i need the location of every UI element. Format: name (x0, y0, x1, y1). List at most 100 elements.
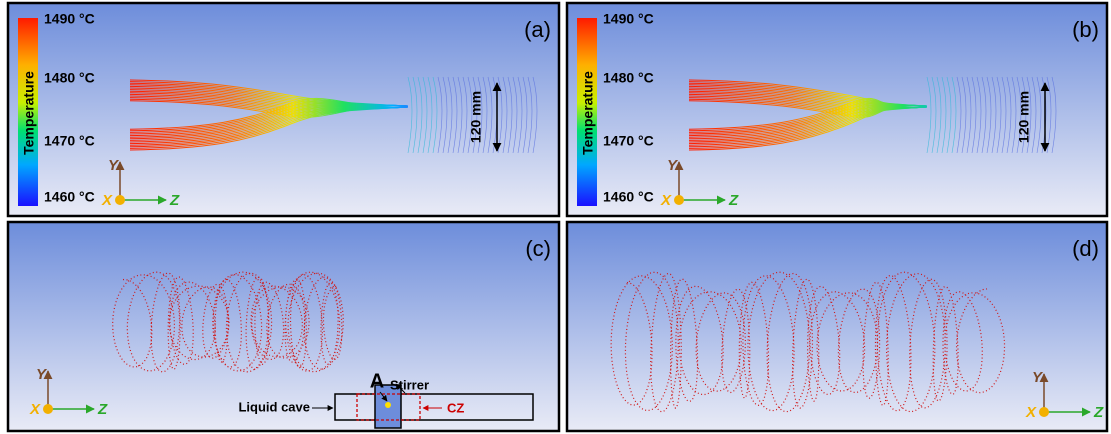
panel: (b) Temperature 1490 °C 1480 °C 1470 °C 1460 … (565, 1, 1109, 218)
contour-line (961, 76, 967, 154)
contour-line (1026, 76, 1032, 154)
pointer-arrow (379, 391, 388, 402)
colorbar-title: Temperature (21, 71, 37, 155)
contour-line (1031, 76, 1037, 154)
x-axis-dot (43, 404, 53, 414)
contour-line (532, 76, 538, 154)
contour-line (996, 76, 1002, 154)
contour-line (986, 76, 992, 154)
contour-line (467, 76, 473, 154)
z-axis-label: Z (169, 192, 180, 209)
point-a-label: A (370, 370, 384, 392)
panel: (c) Y X Z A Stirrer Liquid cave CZ (6, 220, 561, 433)
contour-line (422, 76, 428, 154)
colorbar-tick-label: 1470 °C (603, 133, 654, 149)
colorbar (18, 18, 38, 206)
colorbar-tick-label: 1490 °C (44, 11, 95, 27)
liquid-cave-label: Liquid cave (238, 399, 310, 414)
contour-line (417, 76, 423, 154)
y-axis-label: Y (108, 157, 120, 174)
contour-line (688, 100, 928, 118)
y-axis-label: Y (667, 157, 679, 174)
contour-line (472, 76, 478, 154)
contour-line (931, 76, 937, 154)
contour-line (477, 76, 483, 154)
particle-trajectory (112, 271, 344, 373)
contour-line (991, 76, 997, 154)
x-axis-dot (115, 195, 125, 205)
colorbar-tick-label: 1480 °C (603, 70, 654, 86)
contour-line (512, 76, 518, 154)
contour-line (1016, 76, 1022, 154)
contour-line (1051, 76, 1057, 154)
x-axis-dot (1039, 407, 1049, 417)
colorbar-tick-label: 1470 °C (44, 133, 95, 149)
panel: (d) Y X Z (565, 220, 1109, 433)
contour-line (966, 76, 972, 154)
cz-zone (356, 393, 421, 421)
z-axis-label: Z (1093, 404, 1104, 421)
colorbar-tick-label: 1460 °C (603, 189, 654, 205)
dimension-label: 120 mm (1016, 91, 1032, 143)
colorbar (577, 18, 597, 206)
contour-line (447, 76, 453, 154)
panel-label: (d) (1072, 236, 1099, 261)
contour-line (946, 76, 952, 154)
contour-line (462, 76, 468, 154)
contour-line (951, 76, 957, 154)
y-axis-label: Y (36, 366, 48, 383)
pointer-arrow (395, 383, 406, 394)
contour-line (956, 76, 962, 154)
y-axis-label: Y (1032, 369, 1044, 386)
contour-line (487, 76, 493, 154)
contour-line (437, 76, 443, 154)
contour-line (976, 76, 982, 154)
liquid-cave (334, 393, 534, 421)
contour-line (971, 76, 977, 154)
contour-line (1006, 76, 1012, 154)
panel-label: (a) (524, 17, 551, 42)
colorbar-tick-label: 1490 °C (603, 11, 654, 27)
contour-line (926, 76, 932, 154)
colorbar-tick-label: 1460 °C (44, 189, 95, 205)
contour-line (129, 97, 409, 130)
panel-background (6, 220, 561, 433)
contour-line (936, 76, 942, 154)
x-axis-label: X (101, 192, 113, 209)
particle-trajectory (610, 271, 1006, 413)
contour-line (981, 76, 987, 154)
contour-line (502, 76, 508, 154)
contour-line (129, 100, 409, 118)
contour-line (432, 76, 438, 154)
colorbar-title: Temperature (580, 71, 596, 155)
zone-label: CZ (447, 400, 464, 415)
contour-line (427, 76, 433, 154)
x-axis-label: X (29, 401, 41, 418)
colorbar-tick-label: 1480 °C (44, 70, 95, 86)
contour-line (482, 76, 488, 154)
contour-line (407, 76, 413, 154)
contour-line (457, 76, 463, 154)
dimension-label: 120 mm (468, 91, 484, 143)
contour-line (517, 76, 523, 154)
stirrer-label: Stirrer (390, 377, 429, 392)
contour-line (688, 97, 928, 130)
contour-line (941, 76, 947, 154)
contour-line (527, 76, 533, 154)
x-axis-label: X (660, 192, 672, 209)
contour-line (412, 76, 418, 154)
contour-line (452, 76, 458, 154)
contour-line (522, 76, 528, 154)
contour-line (1021, 76, 1027, 154)
panel-label: (b) (1072, 17, 1099, 42)
contour-line (1011, 76, 1017, 154)
contour-line (442, 76, 448, 154)
point-a (385, 402, 391, 408)
panel: (a) Temperature 1490 °C 1480 °C 1470 °C 1460 … (6, 1, 561, 218)
z-axis-label: Z (97, 401, 108, 418)
panel-label: (c) (525, 236, 551, 261)
contour-line (507, 76, 513, 154)
x-axis-dot (674, 195, 684, 205)
contour-line (1001, 76, 1007, 154)
